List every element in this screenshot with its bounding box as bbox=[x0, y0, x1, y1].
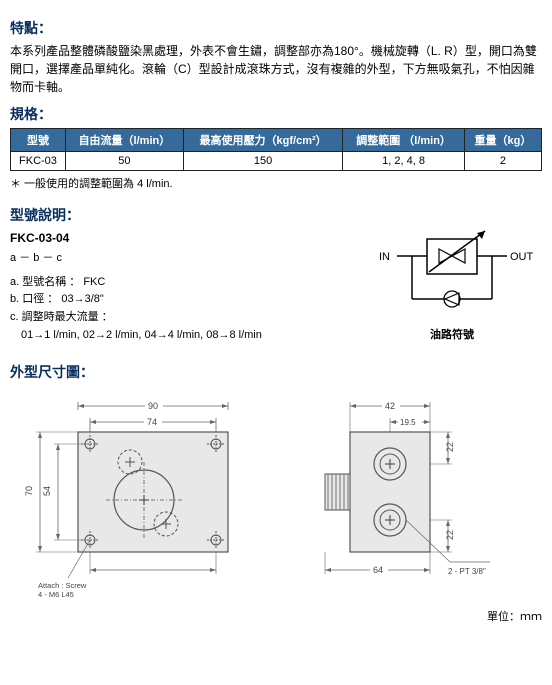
dim-label: 64 bbox=[373, 565, 383, 575]
dim-label: 42 bbox=[385, 401, 395, 411]
dimensions-title: 外型尺寸圖： bbox=[10, 362, 542, 382]
model-text-block: FKC-03-04 a － b － c a. 型號名稱 ： FKC b. 口徑 … bbox=[10, 229, 342, 344]
attach-note-2: 4 - M6 L45 bbox=[38, 590, 74, 599]
model-line-c2: 01→1 l/min, 02→2 l/min, 04→4 l/min, 08→8… bbox=[10, 327, 342, 345]
hydraulic-symbol: IN OUT 油路符號 bbox=[362, 229, 542, 342]
spec-table: 型號 自由流量（l/min） 最高使用壓力（kgf/cm²） 調整範圍 （l/m… bbox=[10, 128, 542, 171]
model-code: FKC-03-04 bbox=[10, 229, 342, 248]
spec-header: 自由流量（l/min） bbox=[65, 129, 183, 152]
dim-label: 74 bbox=[147, 417, 157, 427]
side-view-drawing: 42 19.5 22 22 bbox=[290, 392, 510, 602]
front-view-drawing: 90 74 70 bbox=[10, 392, 270, 602]
spec-cell: 2 bbox=[464, 152, 541, 171]
symbol-caption: 油路符號 bbox=[362, 326, 542, 342]
model-line-a: a. 型號名稱 ： FKC bbox=[10, 274, 342, 292]
dimension-drawings: 90 74 70 bbox=[10, 392, 542, 602]
symbol-out-label: OUT bbox=[510, 251, 534, 263]
unit-label: 單位：ｍｍ bbox=[10, 608, 542, 624]
features-title: 特點： bbox=[10, 18, 542, 38]
attach-note: Attach : Screw bbox=[38, 581, 87, 590]
dim-label: 22 bbox=[445, 530, 455, 540]
spec-cell: 1, 2, 4, 8 bbox=[343, 152, 465, 171]
features-body: 本系列產品整體磷酸鹽染黑處理，外表不會生鏽，調整部亦為180°。機械旋轉（L. … bbox=[10, 42, 542, 96]
spec-cell: 50 bbox=[65, 152, 183, 171]
dim-label: 54 bbox=[42, 486, 52, 496]
model-line-c: c. 調整時最大流量 ： bbox=[10, 309, 342, 327]
spec-cell: 150 bbox=[183, 152, 342, 171]
dim-label: 90 bbox=[148, 401, 158, 411]
dim-label: 70 bbox=[24, 486, 34, 496]
spec-header: 型號 bbox=[11, 129, 66, 152]
model-title: 型號說明： bbox=[10, 205, 542, 225]
dim-label: 22 bbox=[445, 442, 455, 452]
model-line-b: b. 口徑 ： 03→3/8" bbox=[10, 291, 342, 309]
spec-header: 重量（kg） bbox=[464, 129, 541, 152]
spec-title: 規格： bbox=[10, 104, 542, 124]
spec-note: ＊ 一般使用的調整範圍為 4 l/min. bbox=[10, 175, 542, 191]
spec-cell: FKC-03 bbox=[11, 152, 66, 171]
port-note: 2 - PT 3/8" bbox=[448, 567, 486, 576]
spec-header: 最高使用壓力（kgf/cm²） bbox=[183, 129, 342, 152]
symbol-in-label: IN bbox=[379, 251, 390, 263]
dim-label: 19.5 bbox=[400, 418, 416, 427]
spec-header: 調整範圍 （l/min） bbox=[343, 129, 465, 152]
model-pattern: a － b － c bbox=[10, 250, 342, 268]
